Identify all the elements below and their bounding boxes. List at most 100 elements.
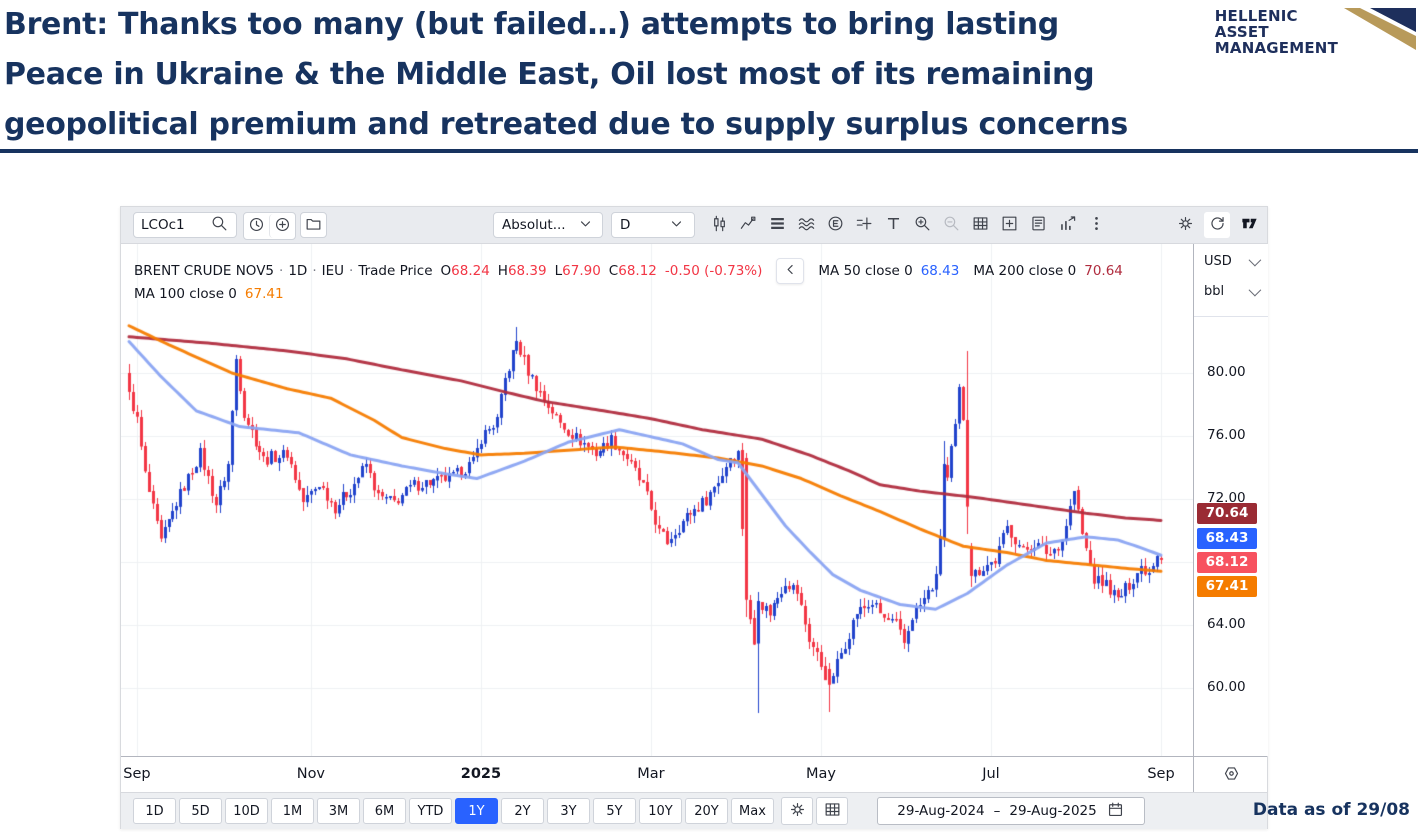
scale-mode-dropdown[interactable]: Absolut... <box>493 212 603 238</box>
reset-chart-button[interactable] <box>1204 212 1230 238</box>
title-line-3: geopolitical premium and retreated due t… <box>4 107 1128 142</box>
scales-target-button[interactable] <box>1219 763 1243 787</box>
interval-dropdown[interactable]: D <box>611 212 695 238</box>
logo-text: HELLENIC ASSET MANAGEMENT <box>1214 7 1338 57</box>
tradingview-widget: LCOc1 Absolut... D <box>120 206 1268 829</box>
title-line-2: Peace in Ukraine & the Middle East, Oil … <box>4 57 1095 92</box>
candles-button[interactable] <box>709 213 729 237</box>
close-value: 68.12 <box>618 263 657 279</box>
range-button-6m[interactable]: 6M <box>363 798 406 824</box>
price-axis[interactable]: USD bbl 80.00 76.00 72.00 64.00 60.00 70.64 6… <box>1193 244 1268 756</box>
gear-icon <box>1176 214 1195 236</box>
range-button-10y[interactable]: 10Y <box>639 798 682 824</box>
price-tick-64.00: 64.00 <box>1207 616 1246 632</box>
price-tick-80.00: 80.00 <box>1207 364 1246 380</box>
reset-icon <box>1208 214 1227 237</box>
range-button-group: 1D 5D 10D 1M 3M 6M YTD 1Y 2Y 3Y 5Y 10Y 20Y Max <box>133 798 774 824</box>
circle-e-button[interactable] <box>825 213 845 237</box>
price-badge-67.41: 67.41 <box>1197 575 1257 597</box>
range-button-10d[interactable]: 10D <box>225 798 268 824</box>
chart-footer: 1D 5D 10D 1M 3M 6M YTD 1Y 2Y 3Y 5Y 10Y 20Y Max 29-Aug… <box>121 792 1267 829</box>
gear-icon <box>788 800 807 823</box>
legend-exchange: IEU <box>321 263 345 279</box>
legend-collapse-button[interactable] <box>776 258 805 284</box>
history-button-group <box>243 212 296 240</box>
clock-button[interactable] <box>244 214 269 238</box>
alert-plus-button[interactable] <box>854 213 874 237</box>
hellenic-asset-management-logo: HELLENIC ASSET MANAGEMENT <box>1215 8 1416 62</box>
add-panel-button[interactable] <box>999 213 1019 237</box>
range-button-2y[interactable]: 2Y <box>501 798 544 824</box>
range-button-1y[interactable]: 1Y <box>455 798 498 824</box>
chart-arrow-button[interactable] <box>1057 213 1077 237</box>
footer-table-button[interactable] <box>816 797 848 825</box>
currency-dropdown[interactable]: USD <box>1204 253 1262 269</box>
range-button-3y[interactable]: 3Y <box>547 798 590 824</box>
text-icon <box>884 214 903 236</box>
chevron-left-icon <box>781 260 800 283</box>
high-value: 68.39 <box>507 263 547 279</box>
text-button[interactable] <box>883 213 903 237</box>
price-tick-60.00: 60.00 <box>1207 679 1246 695</box>
time-tick-may: May <box>805 766 836 782</box>
time-tick-nov: Nov <box>296 766 326 782</box>
indicators-button[interactable] <box>738 213 758 237</box>
tradingview-logo-button[interactable] <box>1239 213 1259 237</box>
low-value: 67.90 <box>562 263 601 279</box>
rows-button[interactable] <box>767 213 787 237</box>
range-button-3m[interactable]: 3M <box>317 798 360 824</box>
ma50-legend-label: MA 50 close 0 <box>818 263 913 279</box>
waves-button[interactable] <box>796 213 816 237</box>
range-button-max[interactable]: Max <box>731 798 774 824</box>
chevron-down-icon <box>576 214 595 237</box>
data-as-of-note: Data as of 29/08 <box>1252 800 1410 820</box>
grid-button[interactable] <box>970 213 990 237</box>
range-button-ytd[interactable]: YTD <box>409 798 452 824</box>
range-button-20y[interactable]: 20Y <box>685 798 728 824</box>
target-icon <box>1222 764 1241 787</box>
ma100-legend-value: 67.41 <box>244 286 284 302</box>
price-chart-canvas[interactable] <box>121 244 1193 756</box>
toolbar-icon-strip <box>709 212 1106 238</box>
plus-circle-icon <box>273 215 292 238</box>
zoom-in-button[interactable] <box>912 213 932 237</box>
axis-unit-box: USD bbl <box>1194 244 1268 317</box>
date-to: 29-Aug-2025 <box>1009 803 1097 819</box>
range-button-5y[interactable]: 5Y <box>593 798 636 824</box>
ma200-legend-value: 70.64 <box>1084 263 1123 279</box>
chart-arrow-icon <box>1058 214 1077 236</box>
legend-interval: 1D <box>288 263 308 279</box>
date-range-picker[interactable]: 29-Aug-2024 – 29-Aug-2025 <box>877 797 1145 825</box>
grid-icon <box>971 214 990 236</box>
symbol-search-input[interactable]: LCOc1 <box>133 212 237 238</box>
table-icon <box>823 800 842 823</box>
range-button-1m[interactable]: 1M <box>271 798 314 824</box>
tradingview-logo-icon <box>1240 214 1259 236</box>
range-button-5d[interactable]: 5D <box>179 798 222 824</box>
zoom-out-button[interactable] <box>941 213 961 237</box>
open-value: 68.24 <box>451 263 490 279</box>
footer-settings-button[interactable] <box>781 797 813 825</box>
time-tick-sep: Sep <box>123 766 151 782</box>
add-symbol-button[interactable] <box>269 214 295 238</box>
range-button-1d[interactable]: 1D <box>133 798 176 824</box>
zoom-out-icon <box>942 214 961 236</box>
unit-dropdown[interactable]: bbl <box>1204 283 1262 299</box>
chevron-down-icon <box>667 214 686 237</box>
dots-button[interactable] <box>1086 213 1106 237</box>
title-line-1: Brent: Thanks too many (but failed…) att… <box>4 7 1059 42</box>
logo-mark-icon <box>1344 8 1416 50</box>
news-button[interactable] <box>1028 213 1048 237</box>
dots-icon <box>1087 214 1106 236</box>
price-badge-70.64: 70.64 <box>1197 502 1257 524</box>
chevron-down-icon <box>1248 253 1262 267</box>
time-tick-jul: Jul <box>982 766 1000 782</box>
layouts-folder-button[interactable] <box>300 212 327 238</box>
circle-e-icon <box>826 214 845 236</box>
title-divider <box>0 149 1418 153</box>
page-title: Brent: Thanks too many (but failed…) att… <box>4 0 1224 150</box>
time-axis[interactable]: Sep Nov 2025 Mar May Jul Sep <box>121 756 1267 792</box>
settings-button[interactable] <box>1175 213 1195 237</box>
clock-icon <box>247 215 266 238</box>
